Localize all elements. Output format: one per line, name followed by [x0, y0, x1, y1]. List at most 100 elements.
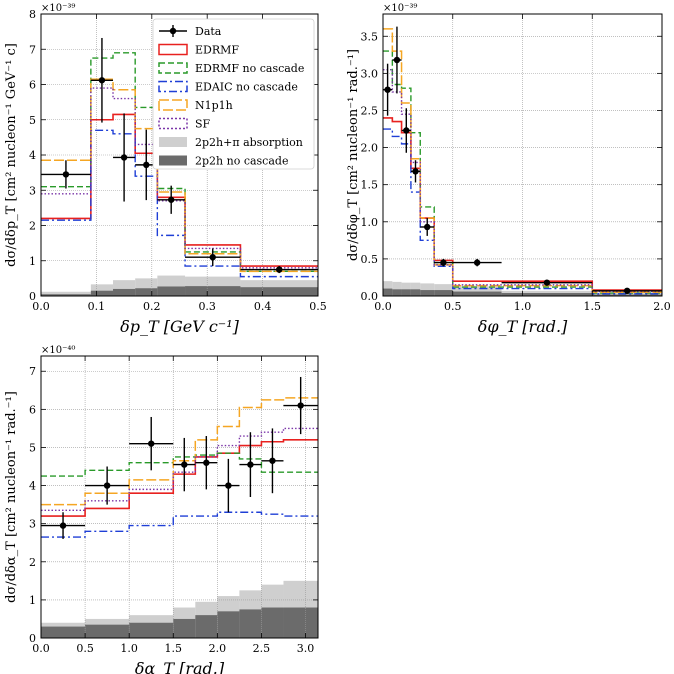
series-line-sf — [383, 68, 662, 293]
data-point — [297, 402, 304, 409]
x-tick-label: 0.3 — [198, 300, 216, 313]
series-line-sf — [41, 427, 318, 512]
band-bar-2p2h-no-cascade — [420, 290, 435, 296]
y-tick-label: 8 — [29, 8, 36, 21]
legend-swatch-band — [159, 137, 187, 147]
y-tick-label: 1 — [29, 255, 36, 268]
x-tick-label: 0.0 — [32, 300, 50, 313]
x-tick-label: 0.0 — [32, 642, 50, 655]
legend-label: 2p2h+π absorption — [195, 136, 303, 149]
legend-item: 2p2h+π absorption — [159, 136, 303, 149]
y-tick-label: 0.5 — [361, 253, 379, 266]
data-point — [412, 168, 419, 175]
x-tick-label: 1.0 — [514, 300, 532, 313]
data-point — [276, 266, 283, 273]
band-bar-2p2h-pi-absorption — [41, 291, 91, 296]
y-axis-label: dσ/dδφ_T [cm² nucleon⁻¹ rad.⁻¹] — [346, 49, 361, 261]
legend-item: N1p1h — [158, 99, 233, 112]
data-point — [384, 86, 391, 93]
y-tick-label: 5 — [29, 441, 36, 454]
data-point — [225, 482, 232, 489]
data-point — [143, 161, 150, 169]
band-bar-2p2h-no-cascade — [283, 607, 318, 638]
band-bar-2p2h-no-cascade — [592, 294, 662, 296]
data-point — [62, 171, 70, 178]
data-point — [167, 196, 175, 203]
band-bar-2p2h-no-cascade — [195, 615, 218, 638]
series-line-edrmf-no-cascade — [41, 52, 318, 273]
series-line-n1p1h — [41, 397, 318, 506]
data-point — [98, 77, 106, 84]
axes-frame — [40, 355, 319, 639]
x-tick-label: 0.5 — [76, 642, 94, 655]
x-tick-label: 0.0 — [374, 300, 392, 313]
band-bar-2p2h-no-cascade — [135, 288, 158, 296]
band-bar-2p2h-no-cascade — [383, 288, 393, 296]
y-axis-label: dσ/dδα_T [cm² nucleon⁻¹ rad.⁻¹] — [4, 391, 19, 603]
x-axis-label: δφ_T [rad.] — [478, 317, 568, 336]
data-point — [103, 482, 111, 489]
axis-scale-label: ×10⁻³⁹ — [383, 3, 417, 14]
y-tick-label: 1.5 — [361, 179, 379, 192]
band-bar-2p2h-no-cascade — [410, 289, 421, 296]
y-tick-label: 4 — [29, 480, 36, 493]
series-line-edaic-no-cascade — [41, 511, 318, 538]
x-tick-label: 2.5 — [253, 642, 271, 655]
x-tick-label: 0.4 — [254, 300, 272, 313]
y-tick-label: 5 — [29, 114, 36, 127]
legend-label: 2p2h no cascade — [195, 155, 288, 168]
x-tick-label: 0.1 — [88, 300, 106, 313]
y-tick-label: 2 — [29, 556, 36, 569]
band-bar-2p2h-no-cascade — [90, 290, 114, 296]
legend-swatch-line — [158, 43, 188, 56]
data-point — [209, 254, 216, 261]
axis-scale-label: ×10⁻³⁹ — [41, 3, 75, 14]
legend-label: N1p1h — [195, 99, 233, 112]
band-bar-2p2h-no-cascade — [173, 618, 196, 638]
y-tick-label: 2.5 — [361, 104, 379, 117]
data-point — [203, 459, 210, 466]
legend-label: SF — [195, 118, 211, 131]
y-tick-label: 0 — [29, 632, 36, 645]
legend-label: Data — [195, 25, 222, 38]
y-axis-label: dσ/dδp_T [cm² nucleon⁻¹ GeV⁻¹ c] — [4, 43, 19, 267]
data-point — [543, 279, 551, 286]
data-point — [440, 259, 447, 266]
data-point — [623, 287, 631, 295]
band-bar-2p2h-pi-absorption — [90, 284, 114, 296]
data-point — [120, 154, 128, 161]
x-tick-label: 0.5 — [444, 300, 462, 313]
band-bar-2p2h-no-cascade — [434, 290, 453, 296]
band-bar-2p2h-pi-absorption — [452, 286, 502, 296]
x-tick-label: 2.0 — [653, 300, 671, 313]
y-tick-label: 6 — [29, 79, 36, 92]
y-tick-label: 2 — [29, 220, 36, 233]
axis-scale-label: ×10⁻⁴⁰ — [41, 345, 75, 356]
legend-item: Data — [159, 25, 222, 38]
data-point — [59, 522, 67, 529]
y-tick-label: 7 — [29, 365, 36, 378]
x-tick-label: 1.5 — [584, 300, 602, 313]
legend-item: EDAIC no cascade — [158, 81, 298, 94]
grid-lines — [41, 356, 318, 638]
band-bar-2p2h-no-cascade — [501, 293, 593, 296]
y-tick-label: 7 — [29, 43, 36, 56]
data-point — [403, 127, 410, 134]
band-bar-2p2h-no-cascade — [113, 288, 136, 296]
legend-swatch-line — [158, 117, 188, 130]
y-tick-label: 4 — [29, 149, 36, 162]
y-tick-label: 1.0 — [361, 216, 379, 229]
x-axis-label: δp_T [GeV c⁻¹] — [120, 317, 240, 336]
band-bar-2p2h-no-cascade — [217, 611, 240, 638]
band-bar-2p2h-no-cascade — [239, 609, 262, 638]
band-bar-2p2h-no-cascade — [85, 624, 130, 638]
band-bar-2p2h-no-cascade — [157, 286, 186, 296]
legend-data-marker — [169, 27, 177, 35]
band-bar-2p2h-no-cascade — [261, 607, 284, 638]
data-point — [181, 461, 188, 468]
x-tick-label: 1.5 — [165, 642, 183, 655]
legend-item: 2p2h no cascade — [159, 155, 288, 168]
legend-label: EDRMF no cascade — [195, 62, 304, 75]
data-point — [148, 440, 155, 447]
data-point — [393, 56, 401, 64]
